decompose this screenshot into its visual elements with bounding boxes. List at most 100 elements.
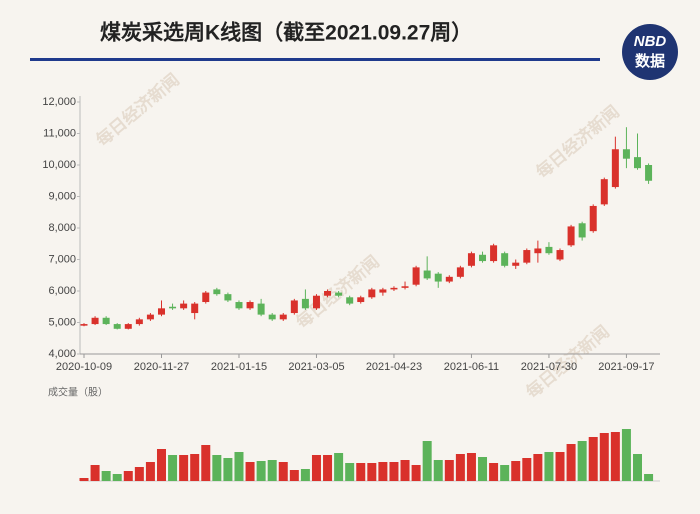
- candle-body: [390, 287, 398, 290]
- candle-body: [412, 267, 420, 285]
- volume-bar: [201, 445, 211, 481]
- volume-bar: [422, 441, 432, 481]
- candle-body: [135, 319, 143, 325]
- watermark: 每日经济新闻: [532, 101, 623, 182]
- candle-body: [224, 294, 232, 301]
- volume-bar: [323, 455, 333, 481]
- candle-body: [91, 317, 99, 325]
- y-tick-label: 9,000: [48, 190, 76, 202]
- volume-bar: [522, 458, 532, 481]
- volume-bar: [134, 467, 144, 481]
- candle-body: [180, 303, 188, 309]
- candle-body: [534, 248, 542, 254]
- candle-body: [157, 308, 165, 315]
- volume-bar: [223, 458, 233, 481]
- candle-body: [191, 303, 199, 314]
- volume-bar: [90, 465, 100, 481]
- volume-bar: [123, 471, 133, 481]
- x-tick-label: 2021-06-11: [444, 361, 499, 373]
- volume-bar: [278, 462, 288, 481]
- x-tick-label: 2020-11-27: [134, 361, 189, 373]
- logo-top: NBD: [634, 33, 667, 50]
- volume-bar: [145, 462, 155, 481]
- y-tick-label: 5,000: [48, 316, 76, 328]
- candle-body: [335, 292, 343, 296]
- candle-body: [235, 302, 243, 309]
- y-tick-label: 7,000: [48, 253, 76, 265]
- volume-bar: [389, 462, 399, 481]
- x-tick-label: 2021-04-23: [366, 361, 422, 373]
- chart-title: 煤炭采选周K线图（截至2021.09.27周）: [100, 21, 472, 45]
- volume-bar: [190, 454, 200, 481]
- volume-bar: [533, 454, 543, 481]
- y-tick-label: 4,000: [48, 348, 76, 360]
- volume-bar: [610, 432, 620, 481]
- candle-body: [423, 270, 431, 279]
- candle-body: [324, 291, 332, 296]
- candle-body: [80, 324, 88, 326]
- title-rule: [30, 58, 600, 61]
- volume-bar: [599, 433, 609, 481]
- volume-bar: [256, 461, 266, 481]
- candle-body: [600, 179, 608, 205]
- volume-bar: [588, 437, 598, 481]
- volume-bar: [179, 455, 189, 481]
- volume-bar: [168, 455, 178, 481]
- volume-bar: [378, 462, 388, 481]
- volume-bar: [555, 452, 565, 481]
- volume-bar: [466, 453, 476, 481]
- candle-body: [113, 324, 121, 329]
- volume-bar: [212, 455, 222, 481]
- volume-bar: [411, 465, 421, 481]
- candle-body: [169, 306, 177, 309]
- candle-body: [246, 302, 254, 309]
- volume-bar: [345, 463, 355, 481]
- x-tick-label: 2020-10-09: [56, 361, 112, 373]
- volume-bar: [79, 478, 89, 481]
- volume-bar: [644, 474, 654, 481]
- candle-body: [401, 286, 409, 288]
- volume-bar: [289, 470, 299, 481]
- volume-bar: [455, 454, 465, 481]
- volume-bar: [245, 462, 255, 481]
- candle-body: [578, 223, 586, 238]
- volume-bar: [566, 444, 576, 481]
- volume-bar: [621, 429, 631, 481]
- volume-bar: [444, 460, 454, 481]
- y-tick-label: 10,000: [42, 159, 76, 171]
- volume-bar: [300, 469, 310, 481]
- candle-body: [124, 324, 132, 329]
- volume-bar: [500, 465, 510, 481]
- volume-bar: [577, 441, 587, 481]
- y-tick-label: 6,000: [48, 285, 76, 297]
- candle-body: [346, 297, 354, 304]
- volume-bar: [356, 463, 366, 481]
- candle-body: [102, 317, 110, 325]
- candle-body: [213, 289, 221, 295]
- candle-body: [202, 292, 210, 303]
- candle-body: [589, 205, 597, 232]
- candle-body: [445, 276, 453, 282]
- volume-bar: [478, 457, 488, 481]
- candle-body: [512, 262, 520, 266]
- y-tick-label: 11,000: [43, 127, 76, 139]
- candle-body: [379, 289, 387, 293]
- volume-bar: [367, 463, 377, 481]
- candle-body: [279, 314, 287, 320]
- volume-bar: [112, 474, 122, 481]
- candle-body: [456, 267, 464, 277]
- y-tick-label: 8,000: [48, 222, 76, 234]
- volume-bar: [101, 471, 111, 481]
- candle-body: [567, 226, 575, 246]
- candle-body: [545, 246, 553, 254]
- volume-bar: [511, 461, 521, 481]
- candle-body: [312, 295, 320, 309]
- candle-body: [479, 254, 487, 262]
- candle-body: [146, 314, 154, 320]
- candle-body: [357, 297, 365, 303]
- x-tick-label: 2021-03-05: [288, 361, 344, 373]
- volume-bar: [267, 460, 277, 481]
- watermark: 每日经济新闻: [92, 69, 183, 150]
- candle-body: [368, 289, 376, 298]
